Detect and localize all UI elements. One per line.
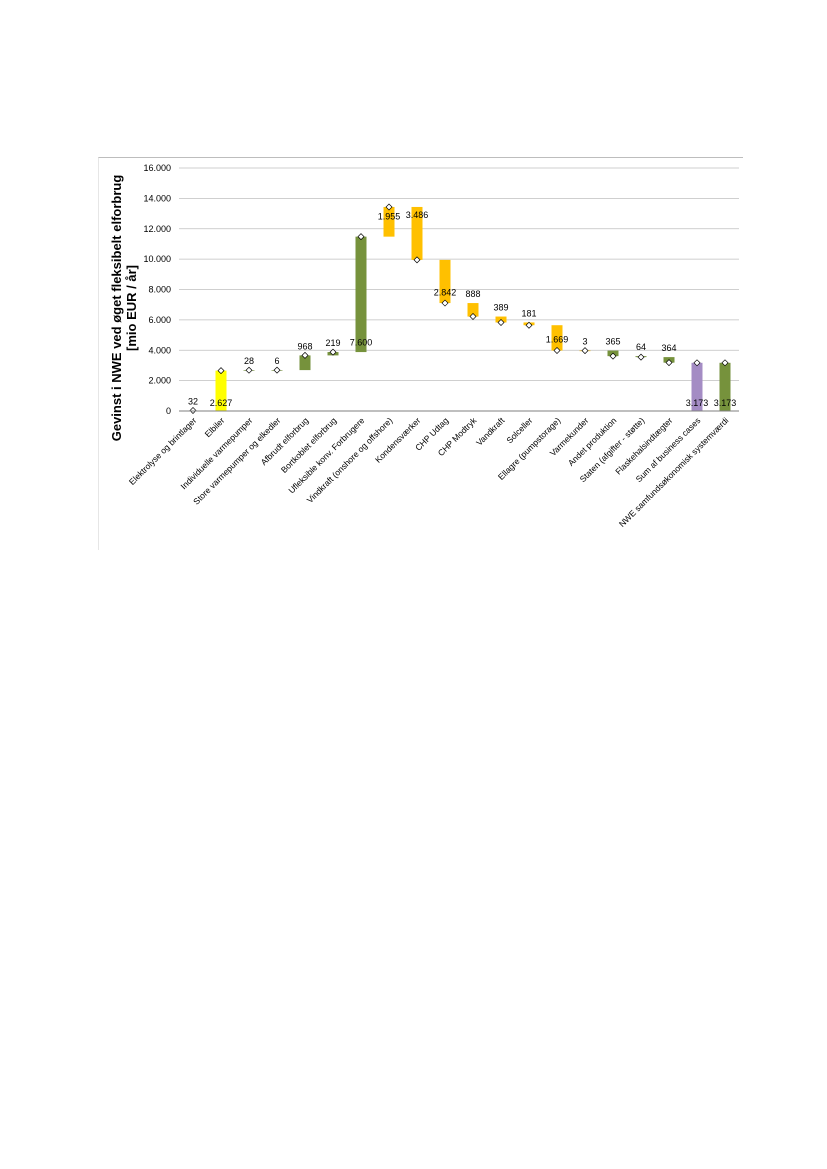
data-label: 64 bbox=[636, 342, 646, 352]
marker-diamond bbox=[217, 367, 225, 375]
data-label: 968 bbox=[297, 341, 312, 351]
data-label: 7.600 bbox=[350, 338, 373, 348]
data-label: 364 bbox=[661, 343, 676, 353]
x-tick-label: Elbiler bbox=[203, 415, 227, 439]
data-label: 1.955 bbox=[378, 212, 401, 222]
marker-diamond bbox=[301, 351, 309, 359]
marker-diamond bbox=[469, 313, 477, 321]
data-label: 28 bbox=[244, 356, 254, 366]
markers bbox=[189, 203, 729, 415]
marker-diamond bbox=[553, 347, 561, 355]
data-label: 888 bbox=[465, 289, 480, 299]
bar bbox=[551, 325, 563, 351]
data-label: 181 bbox=[521, 308, 536, 318]
marker-diamond bbox=[721, 359, 729, 367]
waterfall-chart: 0 2.000 4.000 6.000 8.000 10.000 12.000 14.000 1… bbox=[109, 163, 739, 529]
bar bbox=[719, 362, 731, 411]
marker-diamond bbox=[357, 233, 365, 241]
x-axis-labels: Elektrolyse og brintlager ElbilerIndividu… bbox=[127, 415, 731, 529]
bar bbox=[691, 362, 703, 411]
marker-diamond bbox=[245, 366, 253, 374]
data-label: 6 bbox=[274, 356, 279, 366]
data-label: 365 bbox=[605, 337, 620, 347]
marker-diamond bbox=[525, 321, 533, 329]
data-label: 1.669 bbox=[546, 335, 569, 345]
marker-diamond bbox=[665, 359, 673, 367]
marker-diamond bbox=[609, 352, 617, 360]
marker-diamond bbox=[441, 299, 449, 307]
bar bbox=[467, 303, 479, 317]
y-tick-label: 12.000 bbox=[143, 224, 171, 234]
x-tick-label: Andet produktion bbox=[566, 415, 619, 468]
marker-diamond bbox=[273, 366, 281, 374]
data-label: 2.842 bbox=[434, 288, 457, 298]
bar bbox=[299, 355, 311, 371]
chart-frame: 0 2.000 4.000 6.000 8.000 10.000 12.000 14.000 1… bbox=[98, 157, 743, 550]
bar bbox=[215, 370, 227, 411]
y-axis-title: Gevinst i NWE ved øget fleksibelt elforb… bbox=[109, 175, 124, 442]
data-label: 389 bbox=[493, 303, 508, 313]
y-tick-label: 16.000 bbox=[143, 163, 171, 173]
y-tick-label: 2.000 bbox=[148, 376, 171, 386]
marker-diamond bbox=[497, 318, 505, 326]
bar bbox=[383, 206, 395, 237]
y-axis-ticks: 0 2.000 4.000 6.000 8.000 10.000 12.000 14.000 1… bbox=[143, 163, 171, 416]
data-label: 32 bbox=[188, 397, 198, 407]
y-tick-label: 0 bbox=[166, 406, 171, 416]
bar bbox=[355, 236, 367, 353]
y-tick-label: 10.000 bbox=[143, 254, 171, 264]
x-tick-label: Vandkraft bbox=[474, 415, 507, 448]
y-tick-label: 14.000 bbox=[143, 193, 171, 203]
marker-diamond bbox=[385, 203, 393, 211]
marker-diamond bbox=[637, 353, 645, 361]
bar bbox=[411, 206, 423, 260]
data-labels: 32 2.627 28 6 968 219 7.600 1.955 3.486 2.842 888 3… bbox=[188, 210, 736, 408]
marker-diamond bbox=[693, 359, 701, 367]
data-label: 2.627 bbox=[210, 398, 233, 408]
bar bbox=[439, 259, 451, 304]
marker-diamond bbox=[581, 347, 589, 355]
data-label: 3.486 bbox=[406, 210, 429, 220]
y-axis-unit: [mio EUR / år] bbox=[124, 265, 139, 351]
marker-diamond bbox=[329, 348, 337, 356]
marker-diamond bbox=[413, 256, 421, 264]
data-label: 3.173 bbox=[686, 398, 709, 408]
data-label: 3.173 bbox=[714, 398, 737, 408]
y-tick-label: 6.000 bbox=[148, 315, 171, 325]
gridlines bbox=[179, 167, 739, 382]
y-tick-label: 8.000 bbox=[148, 285, 171, 295]
y-tick-label: 4.000 bbox=[148, 345, 171, 355]
data-label: 3 bbox=[582, 337, 587, 347]
data-label: 219 bbox=[325, 338, 340, 348]
